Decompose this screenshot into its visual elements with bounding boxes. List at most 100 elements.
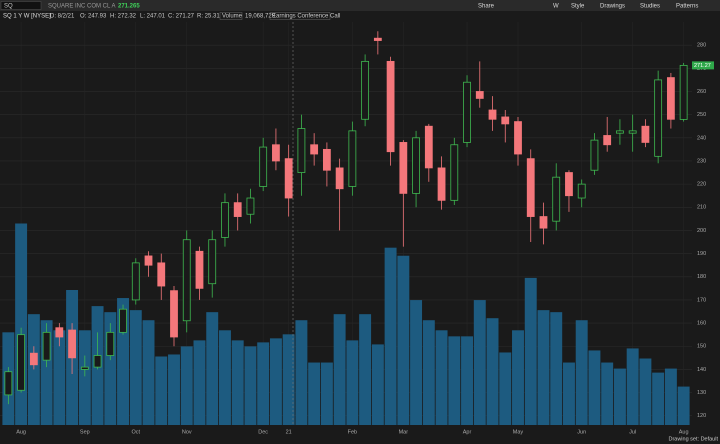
x-tick-label: Oct	[131, 429, 140, 435]
candle-body	[93, 355, 102, 368]
x-tick-label: Nov	[182, 429, 192, 435]
candle-body	[539, 216, 548, 229]
volume-label: Volume	[222, 14, 243, 20]
volume-bar	[435, 330, 448, 425]
volume-bar	[206, 312, 219, 425]
candle-body	[501, 116, 510, 125]
x-tick-label: Feb	[348, 429, 357, 435]
candle-body	[80, 366, 89, 370]
volume-bar	[346, 340, 359, 425]
toolbar-button[interactable]: Share	[478, 4, 495, 10]
toolbar-button[interactable]: Studies	[640, 4, 660, 10]
candle-body	[144, 255, 153, 266]
event-label: Earnings Conference Call	[272, 14, 340, 20]
candle-body	[42, 331, 51, 361]
x-tick-label: Dec	[258, 429, 268, 435]
candle-body	[628, 130, 637, 134]
toolbar	[0, 0, 720, 11]
candle-body	[4, 371, 13, 396]
y-tick-label: 250	[697, 112, 706, 118]
volume-bar	[537, 310, 550, 425]
volume-bar	[664, 368, 677, 425]
volume-label-box	[219, 12, 243, 20]
candle-body	[475, 91, 484, 99]
volume-bar	[626, 348, 639, 425]
candle-body	[552, 176, 561, 222]
candle-body	[246, 197, 255, 215]
y-tick-label: 200	[697, 228, 706, 234]
candle-body	[526, 158, 535, 217]
drawing-set[interactable]: Drawing set: Default	[668, 436, 718, 442]
company-name: SQUARE INC COM CL A	[48, 4, 115, 10]
x-tick-label: May	[513, 429, 524, 435]
toolbar-button[interactable]: Style	[571, 4, 585, 10]
toolbar-button[interactable]: W	[553, 4, 559, 10]
volume-bar	[384, 247, 397, 425]
candle-body	[119, 308, 127, 333]
volume-bar	[371, 344, 384, 425]
candle-body	[412, 137, 420, 194]
candle-body	[106, 331, 115, 356]
candle-body	[322, 148, 331, 171]
symbol-box[interactable]	[0, 1, 42, 10]
volume-bar	[448, 336, 461, 425]
volume-bar	[269, 338, 282, 425]
y-tick-label: 240	[697, 135, 706, 141]
candle-body	[297, 128, 306, 173]
info-low: L: 247.01	[140, 14, 166, 20]
candle-body	[450, 144, 459, 201]
toolbar-button[interactable]: Drawings	[600, 4, 625, 10]
candle-body	[373, 37, 382, 41]
volume-bar	[129, 310, 142, 425]
candle-body	[170, 290, 178, 338]
candle-body	[565, 172, 573, 197]
candle-body	[424, 125, 433, 169]
candle-body	[272, 144, 280, 162]
volume-bar	[168, 354, 180, 425]
candle-body	[157, 262, 166, 287]
volume-bar	[461, 336, 474, 425]
toolbar-button[interactable]: Patterns	[676, 4, 698, 10]
candle-body	[437, 167, 446, 201]
x-tick-label: 21	[286, 429, 292, 435]
x-tick-label: Aug	[16, 429, 26, 435]
candle-body	[488, 109, 497, 120]
candle-body	[182, 239, 191, 322]
candle-body	[208, 239, 217, 285]
volume-bar	[53, 330, 66, 425]
candle-body	[603, 135, 612, 146]
volume-bar	[244, 346, 257, 425]
y-tick-label: 160	[697, 321, 706, 327]
y-tick-label: 220	[697, 182, 706, 188]
candle-body	[654, 79, 663, 157]
volume-bar	[410, 300, 423, 425]
candle-body	[577, 183, 586, 199]
candle-body	[55, 327, 64, 338]
candle-body	[590, 139, 599, 171]
candle-body	[399, 142, 408, 194]
volume-bar	[359, 314, 372, 425]
candle-body	[195, 250, 204, 289]
study-label: SQ 1 Y W [NYSE]	[3, 14, 51, 20]
x-tick-label: Sep	[80, 429, 90, 435]
y-tick-label: 210	[697, 205, 706, 211]
candle-body	[666, 77, 675, 120]
candle-body	[131, 262, 140, 301]
volume-bar	[397, 255, 410, 425]
x-tick-label: Jun	[577, 429, 586, 435]
x-tick-label: Aug	[679, 429, 689, 435]
candle-body	[68, 329, 76, 359]
candle-body	[616, 130, 624, 134]
volume-bar	[473, 300, 486, 425]
candle-body	[679, 64, 688, 120]
candle-body	[361, 60, 370, 120]
volume-bar	[639, 358, 652, 425]
symbol[interactable]: SQ	[4, 4, 13, 10]
info-open: O: 247.93	[80, 14, 107, 20]
volume-bar	[613, 368, 626, 425]
y-tick-label: 230	[697, 158, 706, 164]
event-box	[269, 12, 331, 20]
volume-bar	[257, 342, 270, 425]
volume-bar	[218, 330, 231, 425]
volume-bar	[155, 356, 168, 425]
